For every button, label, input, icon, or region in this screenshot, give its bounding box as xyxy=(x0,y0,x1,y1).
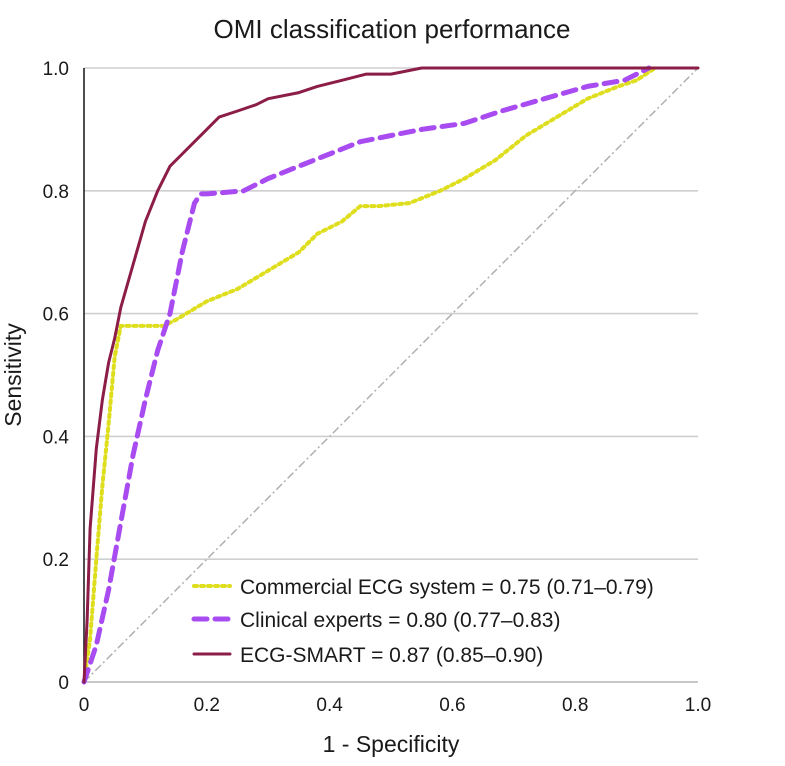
x-tick-label: 1.0 xyxy=(685,695,711,716)
x-axis-label: 1 - Specificity xyxy=(323,731,460,757)
y-tick-label: 0.8 xyxy=(43,182,69,203)
x-tick-label: 0.2 xyxy=(194,695,220,716)
series-group xyxy=(81,65,700,685)
x-tick-label: 0 xyxy=(79,695,90,716)
series-line-2 xyxy=(82,66,700,684)
y-tick-label: 0.4 xyxy=(43,427,70,448)
series-line-1 xyxy=(81,65,652,685)
series-line-0 xyxy=(82,66,657,684)
legend-label-2: ECG-SMART = 0.87 (0.85–0.90) xyxy=(240,644,543,667)
chart-title: OMI classification performance xyxy=(214,14,571,44)
legend-label-1: Clinical experts = 0.80 (0.77–0.83) xyxy=(240,609,560,632)
y-tick-label: 0.6 xyxy=(43,305,69,326)
x-tick-label: 0.6 xyxy=(439,695,465,716)
legend-label-0: Commercial ECG system = 0.75 (0.71–0.79) xyxy=(240,576,654,599)
chance-line xyxy=(83,67,699,683)
tick-labels: 0 0.2 0.4 0.6 0.8 1.0 0 0.2 0.4 0.6 0.8 1.0 xyxy=(43,59,712,716)
gridlines xyxy=(84,67,698,561)
chance-reference-line xyxy=(83,67,699,683)
x-tick-label: 0.8 xyxy=(562,695,588,716)
y-axis-label: Sensitivity xyxy=(0,323,26,427)
y-tick-label: 1.0 xyxy=(43,59,69,80)
axes xyxy=(83,68,698,683)
x-tick-label: 0.4 xyxy=(316,695,343,716)
y-tick-label: 0 xyxy=(58,673,69,694)
y-tick-label: 0.2 xyxy=(43,550,69,571)
legend: Commercial ECG system = 0.75 (0.71–0.79)… xyxy=(191,576,654,667)
